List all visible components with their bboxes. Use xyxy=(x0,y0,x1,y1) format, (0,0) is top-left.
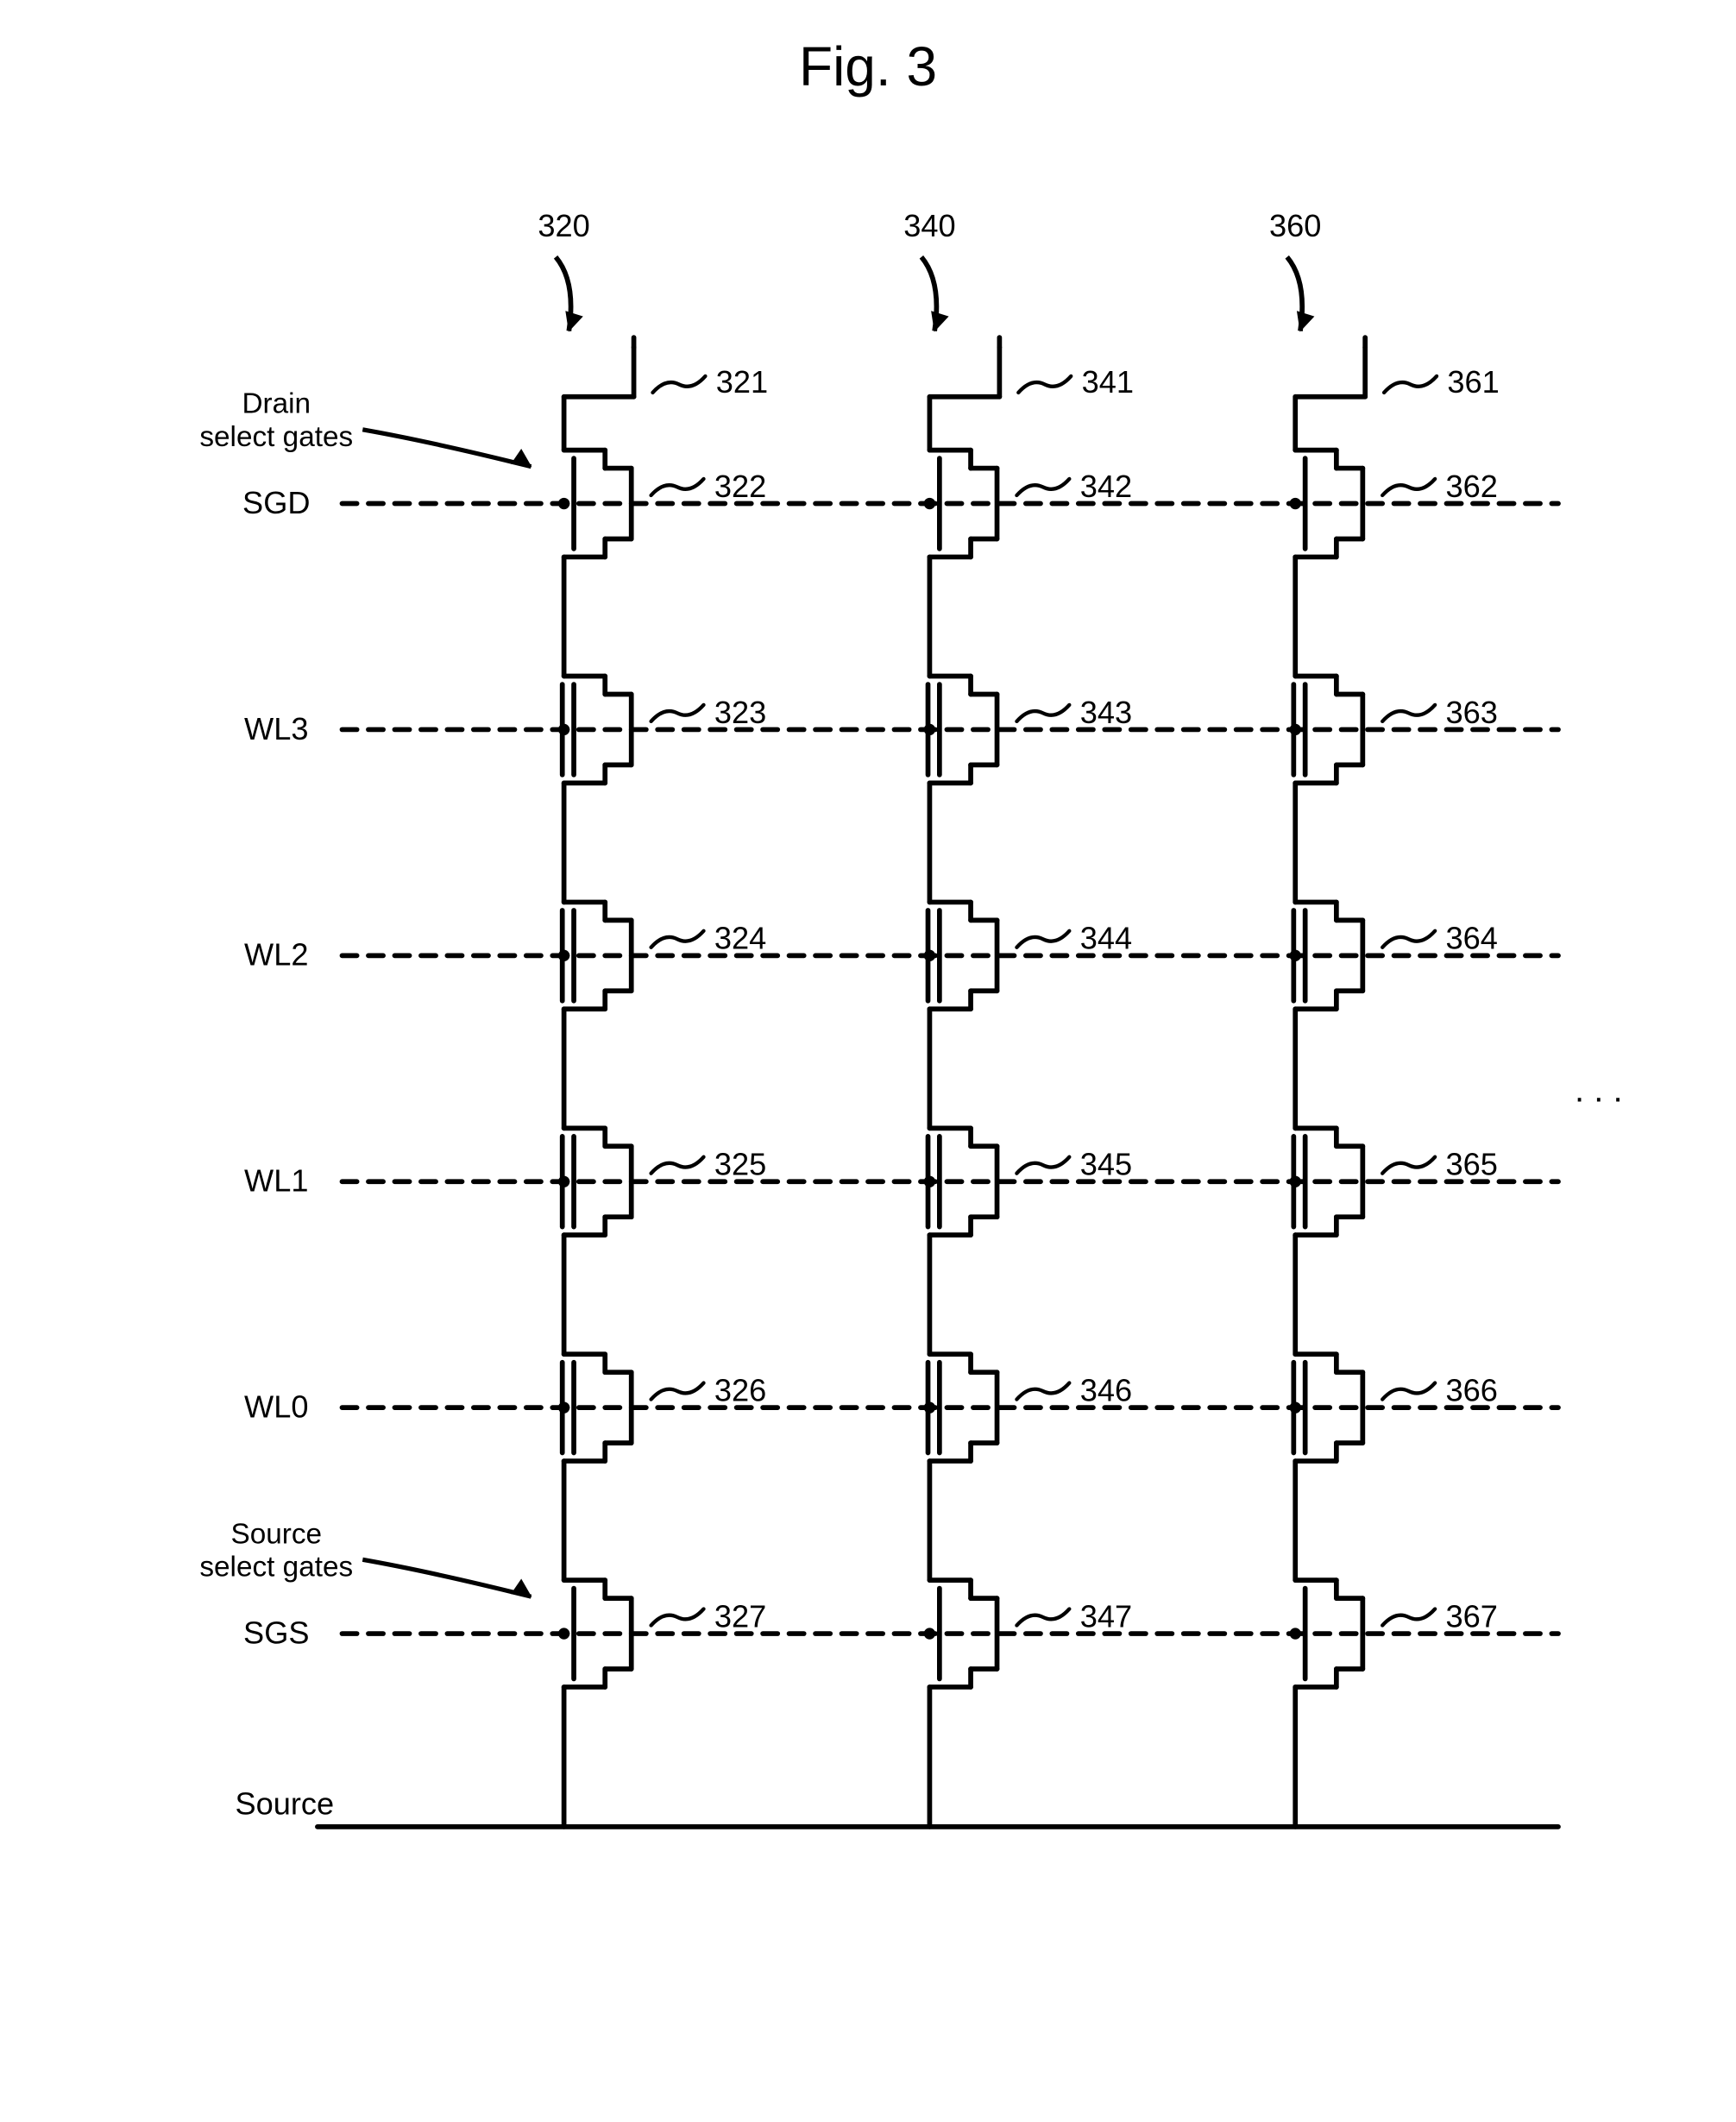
svg-text:347: 347 xyxy=(1080,1598,1132,1634)
svg-text:Source: Source xyxy=(235,1786,334,1822)
svg-text:341: 341 xyxy=(1082,364,1134,400)
svg-text:367: 367 xyxy=(1446,1598,1498,1634)
svg-text:327: 327 xyxy=(714,1598,766,1634)
svg-text:select gates: select gates xyxy=(199,421,353,453)
svg-text:344: 344 xyxy=(1080,921,1132,956)
svg-text:323: 323 xyxy=(714,695,766,730)
svg-text:WL3: WL3 xyxy=(244,711,308,746)
svg-text:343: 343 xyxy=(1080,695,1132,730)
svg-text:365: 365 xyxy=(1446,1147,1498,1182)
svg-text:364: 364 xyxy=(1446,921,1498,956)
svg-text:Source: Source xyxy=(230,1518,322,1550)
svg-text:366: 366 xyxy=(1446,1373,1498,1408)
figure-title: Fig. 3 xyxy=(35,35,1701,98)
svg-text:select gates: select gates xyxy=(199,1551,353,1583)
svg-text:SGS: SGS xyxy=(243,1615,309,1650)
circuit-diagram: 320 321 340 341 360 361 SGD 322 342 362 WL3 323 343 3… xyxy=(91,150,1645,1876)
svg-text:Drain: Drain xyxy=(242,388,311,420)
svg-text:324: 324 xyxy=(714,921,766,956)
svg-text:326: 326 xyxy=(714,1373,766,1408)
svg-text:361: 361 xyxy=(1447,364,1499,400)
svg-text:. . .: . . . xyxy=(1575,1071,1623,1109)
svg-text:363: 363 xyxy=(1446,695,1498,730)
svg-text:340: 340 xyxy=(903,208,955,243)
svg-text:SGD: SGD xyxy=(242,485,310,520)
svg-text:342: 342 xyxy=(1080,469,1132,504)
svg-text:WL2: WL2 xyxy=(244,937,308,973)
svg-text:362: 362 xyxy=(1446,469,1498,504)
svg-text:325: 325 xyxy=(714,1147,766,1182)
svg-text:322: 322 xyxy=(714,469,766,504)
svg-text:320: 320 xyxy=(538,208,589,243)
svg-text:360: 360 xyxy=(1269,208,1321,243)
svg-text:321: 321 xyxy=(716,364,768,400)
circuit-svg: 320 321 340 341 360 361 SGD 322 342 362 WL3 323 343 3… xyxy=(91,150,1645,1876)
svg-text:345: 345 xyxy=(1080,1147,1132,1182)
svg-text:WL0: WL0 xyxy=(244,1389,308,1425)
svg-text:WL1: WL1 xyxy=(244,1163,308,1199)
svg-text:346: 346 xyxy=(1080,1373,1132,1408)
